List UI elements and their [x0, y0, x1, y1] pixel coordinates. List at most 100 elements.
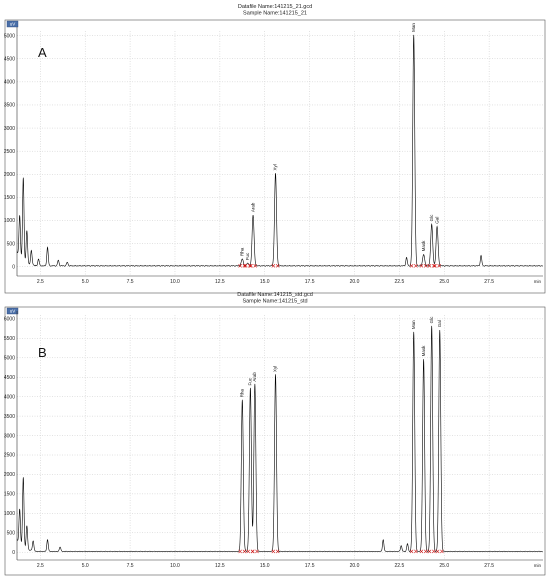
y-tick-label: 5500: [4, 336, 15, 342]
x-tick-label: 5.0: [82, 563, 89, 569]
peak-boundary-marker: [419, 549, 424, 554]
corner-badge: [6, 20, 19, 28]
peak-boundary-marker: [242, 549, 247, 554]
x-tick-label: 22.5: [395, 563, 405, 569]
peak-boundary-marker: [275, 549, 280, 554]
peak-boundary-marker: [253, 264, 258, 268]
peak-boundary-marker: [271, 264, 276, 268]
corner-badge-label: uV: [10, 22, 16, 27]
peak-boundary-marker: [419, 264, 424, 268]
peak-boundary-marker: [243, 264, 248, 268]
peak-boundary-marker: [248, 264, 252, 268]
y-tick-label: 4500: [4, 375, 15, 381]
y-tick-label: 500: [7, 530, 16, 536]
x-tick-label: 17.5: [305, 279, 315, 285]
peak-boundary-marker: [409, 264, 414, 268]
peak-boundary-marker: [250, 549, 255, 554]
y-tick-label: 2500: [4, 453, 15, 459]
x-tick-label: 2.5: [37, 279, 44, 285]
peak-boundary-marker: [435, 549, 440, 554]
x-tick-label: 2.5: [37, 563, 44, 569]
x-tick-label: 7.5: [127, 279, 134, 285]
corner-badge-label: uV: [10, 309, 16, 314]
peak-boundary-marker: [427, 264, 432, 268]
peak-label: Arab: [252, 372, 257, 382]
peak-boundary-marker: [255, 549, 259, 554]
peak-boundary-marker: [440, 549, 444, 554]
peak-label: Fuc: [245, 252, 250, 260]
y-tick-label: 1000: [4, 218, 15, 224]
y-tick-label: 2500: [4, 149, 15, 155]
y-tick-label: 0: [12, 550, 15, 556]
y-tick-label: 5000: [4, 355, 15, 361]
y-tick-label: 3000: [4, 433, 15, 439]
peak-label: Mask: [421, 240, 426, 252]
x-tick-label: 10.0: [170, 563, 180, 569]
x-tick-label: 7.5: [127, 563, 134, 569]
peak-label: Xyl: [273, 164, 278, 170]
peak-boundary-marker: [409, 549, 414, 554]
x-tick-label: 20.0: [350, 279, 360, 285]
peak-label: Glc: [429, 214, 434, 222]
peak-boundary-marker: [242, 264, 247, 268]
peak-boundary-marker: [433, 264, 437, 268]
peak-boundary-marker: [427, 549, 432, 554]
x-tick-label: 10.0: [170, 279, 180, 285]
x-tick-label: 15.0: [260, 563, 270, 569]
panel-letter: A: [38, 45, 47, 60]
y-tick-label: 500: [7, 241, 16, 247]
y-tick-label: 1500: [4, 492, 15, 498]
peak-boundary-marker: [249, 264, 253, 268]
peak-boundary-marker: [423, 549, 428, 554]
peak-boundary-marker: [246, 549, 251, 554]
y-tick-label: 2000: [4, 472, 15, 478]
x-tick-label: 25.0: [439, 279, 449, 285]
x-tick-label: 12.5: [215, 279, 225, 285]
x-tick-label: 15.0: [260, 279, 270, 285]
y-tick-label: 5000: [4, 33, 15, 39]
x-tick-label: 27.5: [484, 279, 494, 285]
peak-boundary-marker: [414, 549, 418, 554]
peak-boundary-marker: [432, 549, 436, 554]
chart-header-line: Sample Name:141215_std: [242, 299, 307, 305]
y-tick-label: 3500: [4, 414, 15, 420]
chart-header-line: Sample Name:141215_21: [243, 11, 307, 17]
peak-label: Man: [411, 320, 416, 329]
peak-boundary-marker: [275, 264, 280, 268]
y-tick-label: 4500: [4, 56, 15, 62]
chart-header-line: Datafile Name:141215_21.gcd: [238, 4, 312, 10]
peak-boundary-marker: [238, 264, 242, 268]
x-tick-label: 20.0: [350, 563, 360, 569]
x-tick-label: 27.5: [484, 563, 494, 569]
panel-letter: B: [38, 345, 47, 360]
peak-boundary-marker: [423, 264, 428, 268]
x-unit-label: min: [534, 279, 542, 284]
x-tick-label: 12.5: [215, 563, 225, 569]
peak-label: Mask: [421, 345, 426, 357]
panel-frame: [4, 19, 546, 294]
corner-badge: [6, 307, 19, 315]
peak-boundary-marker: [432, 264, 436, 268]
peak-label: Glc: [429, 316, 434, 324]
peak-label: Man: [411, 23, 416, 32]
y-tick-label: 2000: [4, 172, 15, 178]
peak-label: Rha: [240, 247, 245, 256]
x-tick-label: 5.0: [82, 279, 89, 285]
peak-boundary-marker: [414, 264, 418, 268]
y-tick-label: 6000: [4, 317, 15, 323]
peak-label: Xyl: [273, 366, 278, 372]
y-tick-label: 0: [12, 264, 15, 270]
peak-label: Arab: [250, 202, 255, 212]
chromatogram-trace: [16, 325, 543, 553]
y-tick-label: 1500: [4, 195, 15, 201]
y-tick-label: 3000: [4, 126, 15, 132]
x-tick-label: 17.5: [305, 563, 315, 569]
peak-label: Gal: [437, 320, 442, 327]
peak-label: Gal: [434, 217, 439, 224]
peak-boundary-marker: [271, 549, 276, 554]
chromatogram-trace: [16, 34, 543, 267]
x-tick-label: 25.0: [439, 563, 449, 569]
